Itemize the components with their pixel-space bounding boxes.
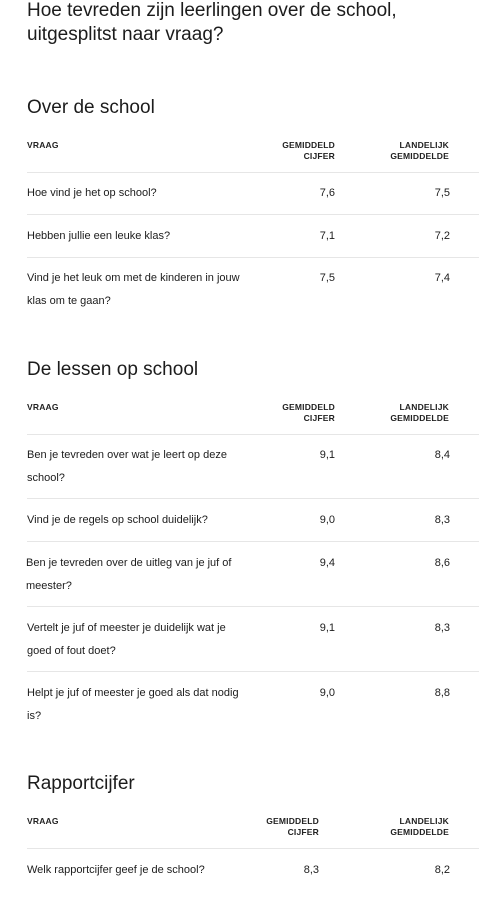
divider bbox=[27, 214, 479, 215]
table-row-national: 7,2 bbox=[434, 230, 450, 242]
divider bbox=[27, 257, 479, 258]
column-header-average: GEMIDDELD CIJFER bbox=[282, 140, 335, 161]
table-row-question: Vind je het leuk om met de kinderen in j… bbox=[27, 272, 240, 307]
divider bbox=[27, 434, 479, 435]
divider bbox=[27, 848, 479, 849]
column-header-national: LANDELIJK GEMIDDELDE bbox=[390, 140, 449, 161]
table-row-question: Helpt je juf of meester je goed als dat … bbox=[27, 687, 239, 722]
table-row-average: 9,1 bbox=[319, 622, 335, 634]
column-header-average: GEMIDDELD CIJFER bbox=[266, 816, 319, 837]
section-title-rapportcijfer: Rapportcijfer bbox=[27, 773, 135, 794]
table-row-average: 9,4 bbox=[319, 557, 335, 569]
table-row-average: 7,1 bbox=[319, 230, 335, 242]
table-row-national: 8,6 bbox=[434, 557, 450, 569]
table-row-average: 7,5 bbox=[319, 272, 335, 284]
table-row-average: 7,6 bbox=[319, 187, 335, 199]
table-row-national: 8,3 bbox=[434, 514, 450, 526]
table-row-question: Ben je tevreden over wat je leert op dez… bbox=[27, 449, 227, 484]
column-header-question: VRAAG bbox=[27, 816, 59, 826]
column-header-national: LANDELIJK GEMIDDELDE bbox=[390, 402, 449, 423]
table-row-national: 8,3 bbox=[434, 622, 450, 634]
table-row-question: Ben je tevreden over de uitleg van je ju… bbox=[26, 557, 232, 592]
table-row-national: 8,8 bbox=[434, 687, 450, 699]
table-row-question: Vind je de regels op school duidelijk? bbox=[27, 514, 208, 526]
divider bbox=[27, 498, 479, 499]
page-title: Hoe tevreden zijn leerlingen over de sch… bbox=[27, 0, 397, 45]
column-header-question: VRAAG bbox=[27, 402, 59, 412]
section-title-over-de-school: Over de school bbox=[27, 97, 155, 118]
table-row-average: 8,3 bbox=[303, 864, 319, 876]
divider bbox=[27, 172, 479, 173]
column-header-question: VRAAG bbox=[27, 140, 59, 150]
column-header-national: LANDELIJK GEMIDDELDE bbox=[390, 816, 449, 837]
table-row-average: 9,1 bbox=[319, 449, 335, 461]
table-row-national: 8,4 bbox=[434, 449, 450, 461]
divider bbox=[27, 606, 479, 607]
table-row-question: Hebben jullie een leuke klas? bbox=[27, 230, 171, 242]
table-row-national: 8,2 bbox=[434, 864, 450, 876]
table-row-national: 7,4 bbox=[434, 272, 450, 284]
table-row-average: 9,0 bbox=[319, 514, 335, 526]
divider bbox=[27, 671, 479, 672]
table-row-average: 9,0 bbox=[319, 687, 335, 699]
table-row-national: 7,5 bbox=[434, 187, 450, 199]
divider bbox=[27, 541, 479, 542]
section-title-de-lessen-op-school: De lessen op school bbox=[27, 359, 199, 380]
column-header-average: GEMIDDELD CIJFER bbox=[282, 402, 335, 423]
table-row-question: Welk rapportcijfer geef je de school? bbox=[27, 864, 205, 876]
table-row-question: Hoe vind je het op school? bbox=[27, 187, 157, 199]
table-row-question: Vertelt je juf of meester je duidelijk w… bbox=[27, 622, 226, 657]
